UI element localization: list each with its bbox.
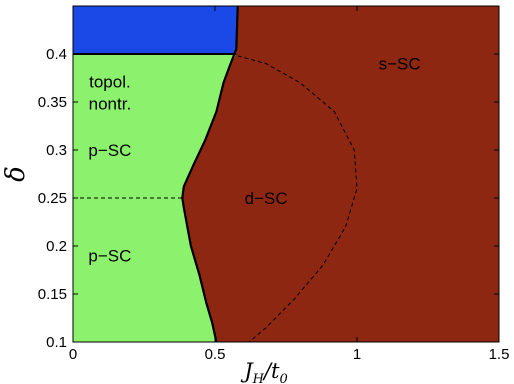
y-tick-label: 0.3 — [46, 142, 67, 159]
x-tick-label: 0.5 — [205, 346, 226, 363]
region-label: p−SC — [88, 247, 131, 266]
region-label: topol. nontr. — [89, 72, 132, 113]
x-axis-title-main: J — [240, 359, 254, 383]
y-tick-label: 0.4 — [46, 46, 67, 63]
x-axis-title-sub: H — [252, 372, 265, 384]
x-axis: 0 0.5 1 1.5 — [69, 6, 510, 363]
x-tick-label: 1 — [353, 346, 361, 363]
topological-region — [73, 54, 237, 342]
y-tick-label: 0.25 — [38, 190, 67, 207]
boundary-solid-line — [181, 6, 239, 342]
plot-area — [73, 6, 499, 342]
x-tick-label: 0 — [69, 346, 77, 363]
y-tick-label: 0.15 — [38, 286, 67, 303]
x-tick-label: 1.5 — [489, 346, 510, 363]
region-label: d−SC — [245, 189, 288, 208]
y-axis-title: δ — [1, 166, 31, 182]
x-axis-title: JH/t0 — [240, 359, 288, 384]
region-label: s−SC — [379, 55, 421, 74]
x-axis-title-sub2: 0 — [280, 372, 288, 384]
boundary-dashed-line — [237, 55, 358, 342]
region-label: p−SC — [88, 141, 131, 160]
region-labels: topol. nontr. p−SC p−SC d−SC s−SC — [88, 55, 420, 266]
top-region — [73, 6, 238, 54]
x-axis-title-rest: /t — [262, 359, 280, 383]
y-axis: 0.1 0.15 0.2 0.25 0.3 0.35 0.4 — [38, 46, 499, 351]
y-tick-label: 0.1 — [46, 334, 67, 351]
plot-frame — [72, 5, 500, 343]
y-tick-label: 0.35 — [38, 94, 67, 111]
y-tick-label: 0.2 — [46, 238, 67, 255]
